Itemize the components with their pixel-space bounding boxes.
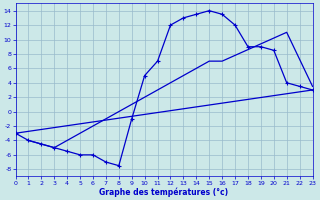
X-axis label: Graphe des températures (°c): Graphe des températures (°c) (100, 187, 228, 197)
